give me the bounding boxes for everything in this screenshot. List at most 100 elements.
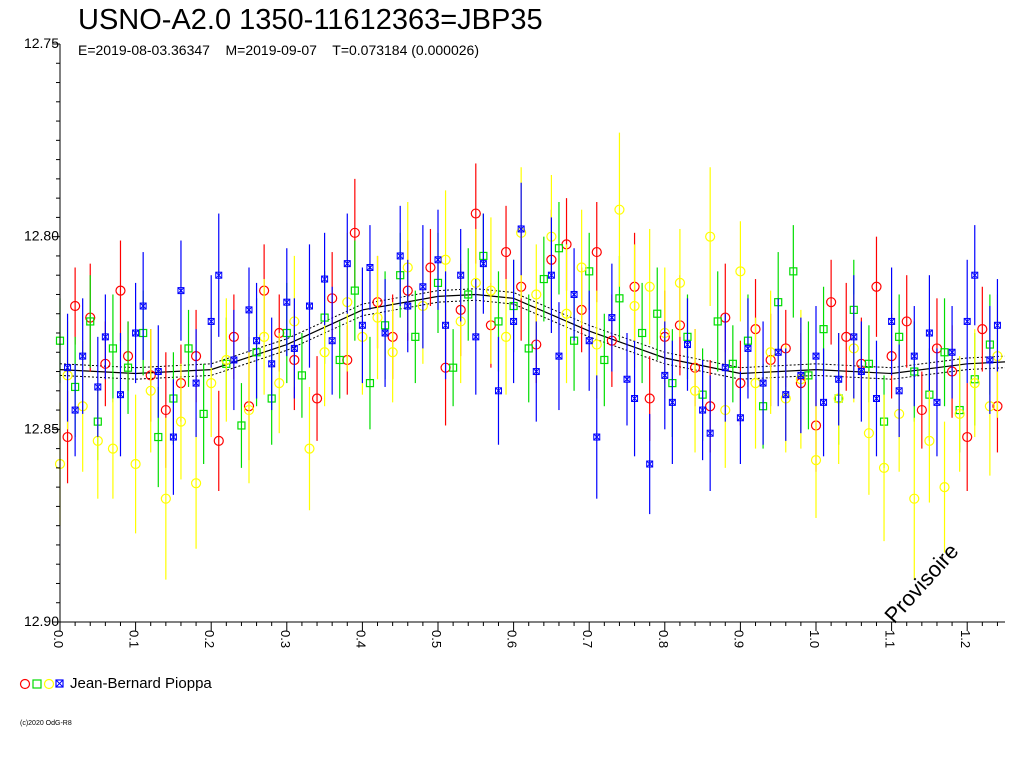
data-point xyxy=(304,443,315,454)
y-tick-label: 12.90 xyxy=(24,613,59,629)
data-point xyxy=(576,262,587,273)
data-point xyxy=(268,360,276,368)
data-point xyxy=(615,294,624,303)
data-point xyxy=(699,406,707,414)
data-point xyxy=(888,317,896,325)
data-point xyxy=(442,321,450,329)
legend: Jean-Bernard Pioppa xyxy=(18,674,212,694)
data-point xyxy=(139,302,147,310)
data-point xyxy=(901,316,912,327)
data-point xyxy=(728,359,737,368)
data-point xyxy=(909,493,920,504)
data-point xyxy=(925,329,933,337)
data-point xyxy=(500,246,512,258)
data-point xyxy=(485,285,497,296)
data-point xyxy=(600,355,609,365)
data-point xyxy=(145,385,156,396)
data-point xyxy=(554,244,564,253)
data-point xyxy=(593,433,601,441)
model-curve-group xyxy=(59,288,1006,380)
data-point xyxy=(500,331,512,342)
data-point xyxy=(871,281,882,292)
data-point xyxy=(735,266,746,277)
data-point xyxy=(274,377,285,389)
data-point xyxy=(350,286,359,295)
x-tick-label: 0.5 xyxy=(429,630,444,648)
y-tick-label: 12.80 xyxy=(24,228,59,244)
data-point xyxy=(160,404,171,416)
data-point xyxy=(646,460,654,468)
data-point xyxy=(290,344,298,352)
data-point xyxy=(154,368,162,376)
data-point xyxy=(857,368,865,376)
data-point xyxy=(933,398,941,406)
copyright-notice: (c)2020 OdG-R8 xyxy=(20,720,72,727)
data-point xyxy=(810,455,822,466)
data-point xyxy=(449,363,458,372)
legend-markers-icon xyxy=(19,678,64,690)
data-point xyxy=(819,325,828,334)
data-point xyxy=(328,337,336,345)
data-point xyxy=(644,393,655,404)
data-point xyxy=(774,348,782,356)
data-point xyxy=(311,393,323,404)
data-point xyxy=(79,352,87,360)
data-point xyxy=(826,297,837,308)
data-point xyxy=(132,329,140,337)
data-point xyxy=(419,283,427,291)
data-point xyxy=(561,308,572,319)
model-curve-lower xyxy=(59,299,1006,380)
data-point xyxy=(494,387,502,395)
data-point xyxy=(895,387,903,395)
data-point xyxy=(910,352,918,360)
data-point xyxy=(358,321,366,329)
data-point xyxy=(71,406,79,414)
data-point xyxy=(721,364,729,372)
data-point xyxy=(804,371,813,380)
data-point xyxy=(190,478,202,489)
x-tick-label: 0.3 xyxy=(278,630,293,648)
data-point xyxy=(404,302,412,310)
data-point xyxy=(434,256,442,264)
x-tick-label: 0.4 xyxy=(353,630,368,648)
data-point xyxy=(517,225,525,233)
series-4-x-square xyxy=(64,182,1001,515)
data-point xyxy=(614,204,625,215)
data-point xyxy=(169,433,177,441)
axes-group: 12.75 12.80 12.85 12.900.0 0.1 0.2 0.3 0.4 0.5 0.… xyxy=(24,35,1005,648)
data-point xyxy=(706,429,714,437)
data-point xyxy=(243,404,255,416)
data-point xyxy=(86,317,95,326)
data-point xyxy=(683,341,691,349)
data-point xyxy=(472,333,480,341)
x-tick-label: 0.1 xyxy=(127,630,142,648)
data-point xyxy=(948,348,956,356)
data-point xyxy=(954,408,965,420)
data-point xyxy=(629,300,640,312)
data-point xyxy=(62,431,73,443)
data-point xyxy=(321,275,329,283)
data-point xyxy=(644,281,655,292)
data-point xyxy=(631,395,639,403)
data-point xyxy=(123,363,133,372)
data-point xyxy=(411,332,420,341)
data-point xyxy=(759,379,767,387)
data-point xyxy=(916,404,927,416)
data-point xyxy=(782,391,790,399)
data-point xyxy=(115,285,126,296)
legend-observer-name: Jean-Bernard Pioppa xyxy=(70,675,212,693)
data-points-group xyxy=(54,132,1003,580)
data-point xyxy=(939,482,950,493)
x-tick-label: 1.2 xyxy=(958,630,973,648)
data-point xyxy=(940,348,949,357)
data-point xyxy=(510,317,518,325)
data-point xyxy=(101,333,109,341)
data-point xyxy=(835,375,843,383)
data-point xyxy=(661,371,669,379)
data-point xyxy=(539,274,548,284)
data-point xyxy=(977,324,988,335)
data-point xyxy=(532,368,540,376)
data-point xyxy=(175,416,187,427)
data-point xyxy=(206,377,217,389)
data-point xyxy=(184,344,193,353)
